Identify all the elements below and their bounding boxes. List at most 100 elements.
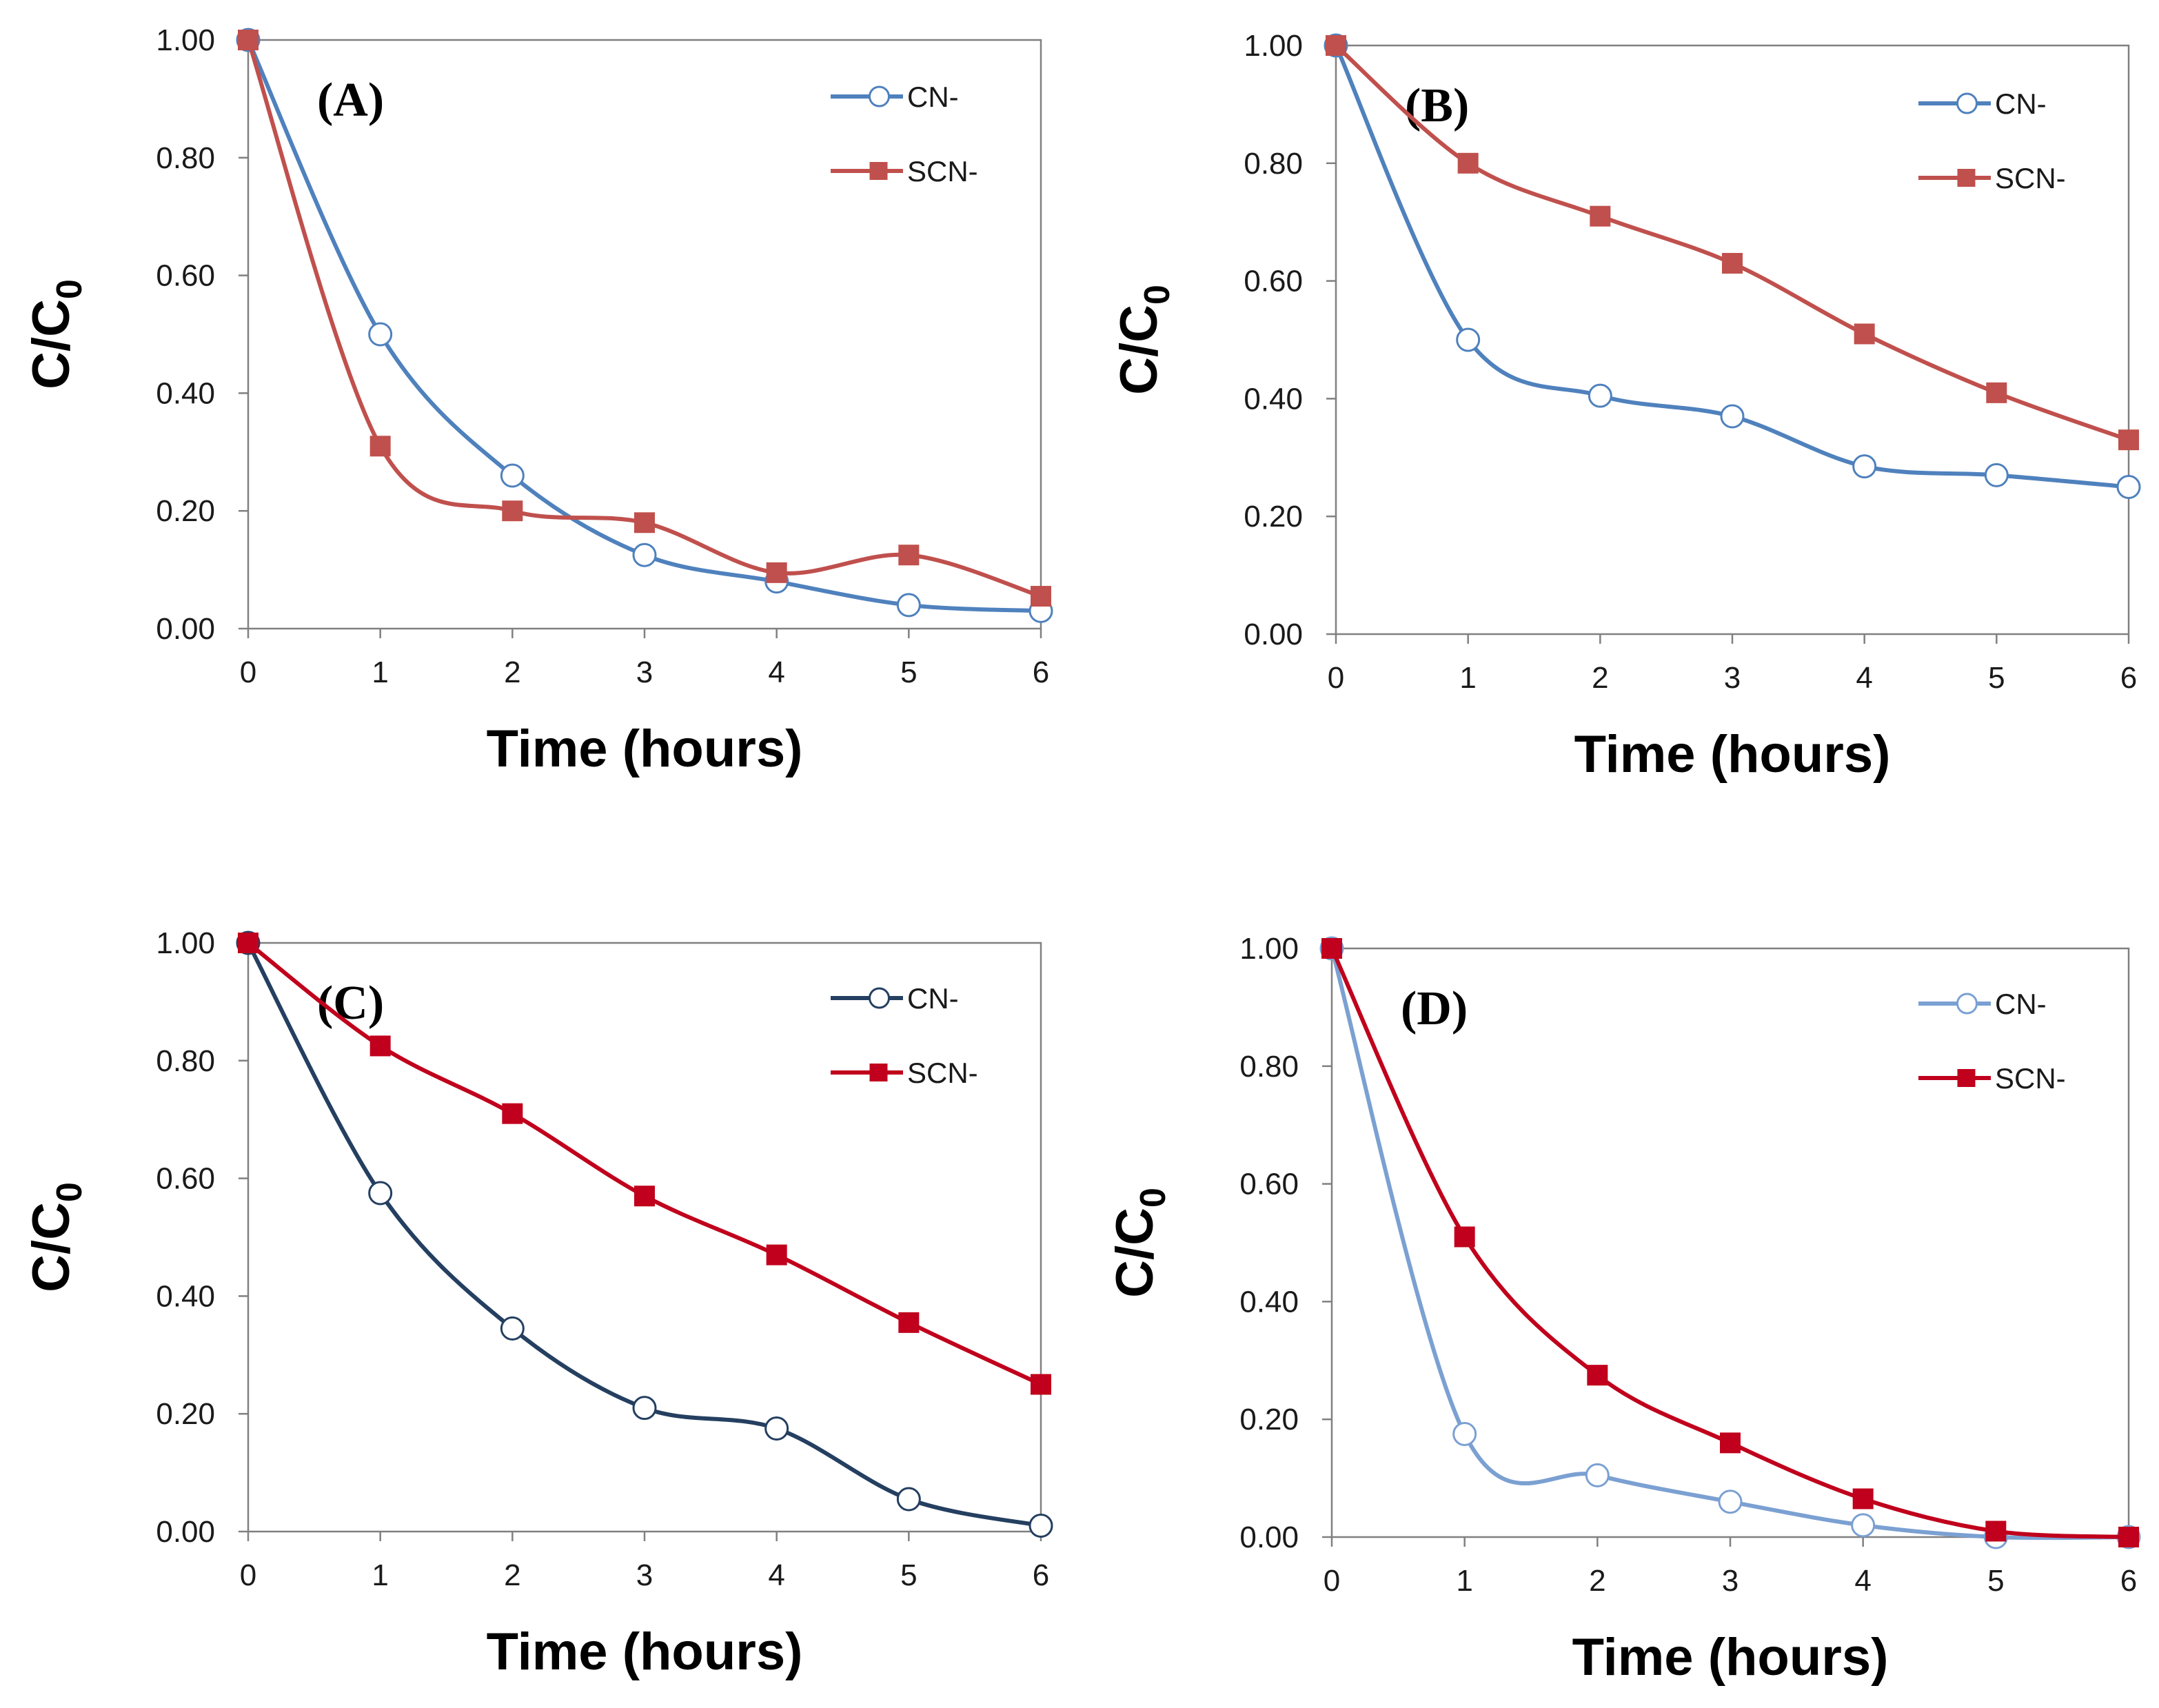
panel-label: (C) bbox=[317, 977, 384, 1030]
plot-area-frame bbox=[1335, 44, 2130, 636]
x-tick-label: 4 bbox=[768, 655, 784, 689]
data-point-marker bbox=[500, 463, 525, 488]
data-point-marker bbox=[1720, 404, 1745, 429]
legend-marker bbox=[1957, 1069, 1976, 1087]
series-cn: CN- bbox=[236, 28, 1053, 623]
y-tick-label: 0.00 bbox=[156, 1515, 215, 1549]
legend-label: SCN- bbox=[1995, 162, 2066, 194]
x-tick-label: 3 bbox=[636, 1558, 653, 1592]
y-axis-title-main: C/C bbox=[22, 1202, 81, 1292]
data-point-marker bbox=[1852, 454, 1877, 479]
x-tick-label: 1 bbox=[372, 1558, 388, 1592]
legend-marker bbox=[1956, 993, 1978, 1015]
data-point-marker bbox=[1986, 382, 2007, 403]
legend-marker bbox=[1957, 169, 1976, 187]
y-tick-label: 0.60 bbox=[1239, 1168, 1299, 1201]
x-tick-label: 5 bbox=[900, 1558, 917, 1592]
x-tick-label: 5 bbox=[900, 655, 917, 689]
x-tick-label: 1 bbox=[1459, 661, 1476, 695]
data-point-marker bbox=[1984, 462, 2009, 487]
data-point-marker bbox=[1720, 1432, 1741, 1454]
x-tick-label: 0 bbox=[1328, 661, 1344, 695]
y-axis-title-main: C/C bbox=[22, 299, 81, 389]
series-scn: SCN- bbox=[238, 933, 1051, 1395]
data-point-marker bbox=[1852, 1488, 1874, 1509]
y-tick-label: 0.40 bbox=[1244, 382, 1303, 416]
y-tick-label: 0.80 bbox=[156, 1044, 215, 1078]
legend-marker bbox=[869, 162, 888, 180]
y-tick-label: 0.40 bbox=[1239, 1285, 1299, 1319]
y-axis-title-subscript: 0 bbox=[50, 279, 90, 299]
plot-area-frame bbox=[247, 39, 1042, 630]
y-tick-label: 0.20 bbox=[1244, 500, 1303, 533]
series-scn: SCN- bbox=[238, 30, 1051, 607]
y-tick-label: 0.80 bbox=[1239, 1050, 1299, 1084]
data-point-marker bbox=[632, 542, 657, 567]
y-axis-title: C/C0 bbox=[22, 279, 90, 389]
data-point-marker bbox=[766, 1244, 787, 1265]
data-point-marker bbox=[1452, 1422, 1477, 1447]
y-tick-label: 0.20 bbox=[1239, 1403, 1299, 1436]
data-point-marker bbox=[502, 500, 523, 522]
x-tick-label: 1 bbox=[1456, 1564, 1472, 1598]
data-point-marker bbox=[896, 1487, 921, 1512]
x-tick-label: 2 bbox=[1589, 1564, 1605, 1598]
data-point-marker bbox=[1031, 1374, 1051, 1395]
x-tick-label: 4 bbox=[768, 1558, 784, 1592]
data-point-marker bbox=[898, 1312, 920, 1333]
data-point-marker bbox=[502, 1103, 523, 1124]
series-line bbox=[1330, 947, 2129, 1539]
legend-marker bbox=[1956, 92, 1978, 114]
x-axis-title: Time (hours) bbox=[487, 1623, 803, 1681]
y-tick-label: 0.00 bbox=[1239, 1521, 1299, 1554]
x-tick-label: 5 bbox=[1987, 1564, 2004, 1598]
data-point-marker bbox=[634, 512, 655, 533]
data-point-marker bbox=[1454, 1226, 1475, 1248]
data-point-marker bbox=[1851, 1513, 1876, 1538]
x-tick-label: 0 bbox=[1324, 1564, 1340, 1598]
x-tick-label: 6 bbox=[2120, 1564, 2137, 1598]
data-point-marker bbox=[766, 562, 787, 583]
x-axis-title: Time (hours) bbox=[487, 720, 803, 778]
x-tick-label: 4 bbox=[1854, 1564, 1871, 1598]
y-axis-title-main: C/C bbox=[1106, 1208, 1164, 1298]
y-tick-label: 0.80 bbox=[1244, 147, 1303, 181]
x-tick-label: 2 bbox=[1592, 661, 1608, 695]
x-tick-label: 1 bbox=[372, 655, 388, 689]
x-tick-label: 5 bbox=[1988, 661, 2005, 695]
data-point-marker bbox=[1321, 938, 1342, 959]
data-point-marker bbox=[1722, 252, 1743, 274]
x-tick-label: 6 bbox=[1033, 655, 1049, 689]
x-tick-label: 2 bbox=[504, 1558, 520, 1592]
data-point-marker bbox=[2116, 475, 2141, 499]
data-point-marker bbox=[238, 933, 259, 953]
data-point-marker bbox=[1031, 586, 1051, 607]
legend-label: CN- bbox=[907, 81, 959, 113]
chart-panel-d: 0.00 0.20 0.40 0.60 0.80 1.00 0 1 2 3 4 5 6 Time (hou… bbox=[1106, 932, 2141, 1687]
data-point-marker bbox=[1456, 327, 1481, 352]
y-tick-label: 1.00 bbox=[1239, 932, 1299, 966]
x-tick-label: 0 bbox=[240, 655, 256, 689]
y-tick-label: 1.00 bbox=[1244, 29, 1303, 63]
chart-panel-a: 0.00 0.20 0.40 0.60 0.80 1.00 0 1 2 3 4 5 6 Time (hou… bbox=[22, 23, 1053, 778]
y-tick-label: 0.40 bbox=[156, 1279, 215, 1313]
plot-area-frame bbox=[247, 942, 1042, 1533]
data-point-marker bbox=[1718, 1490, 1743, 1514]
y-axis-title-subscript: 0 bbox=[1133, 1188, 1173, 1208]
data-point-marker bbox=[1590, 205, 1611, 227]
data-point-marker bbox=[238, 30, 259, 50]
series-line bbox=[1330, 948, 2129, 1541]
y-axis-title: C/C0 bbox=[1106, 1188, 1173, 1298]
x-tick-label: 3 bbox=[1724, 661, 1741, 695]
data-point-marker bbox=[1854, 323, 1875, 345]
y-tick-label: 1.00 bbox=[156, 926, 215, 960]
y-tick-label: 0.60 bbox=[1244, 265, 1303, 298]
data-point-marker bbox=[2118, 1527, 2139, 1547]
data-point-marker bbox=[896, 593, 921, 618]
y-tick-label: 0.20 bbox=[156, 1397, 215, 1431]
panel-label: (B) bbox=[1405, 79, 1469, 132]
x-axis-title: Time (hours) bbox=[1574, 725, 1891, 784]
y-axis-title-subscript: 0 bbox=[50, 1182, 90, 1202]
legend-label: CN- bbox=[907, 982, 959, 1015]
